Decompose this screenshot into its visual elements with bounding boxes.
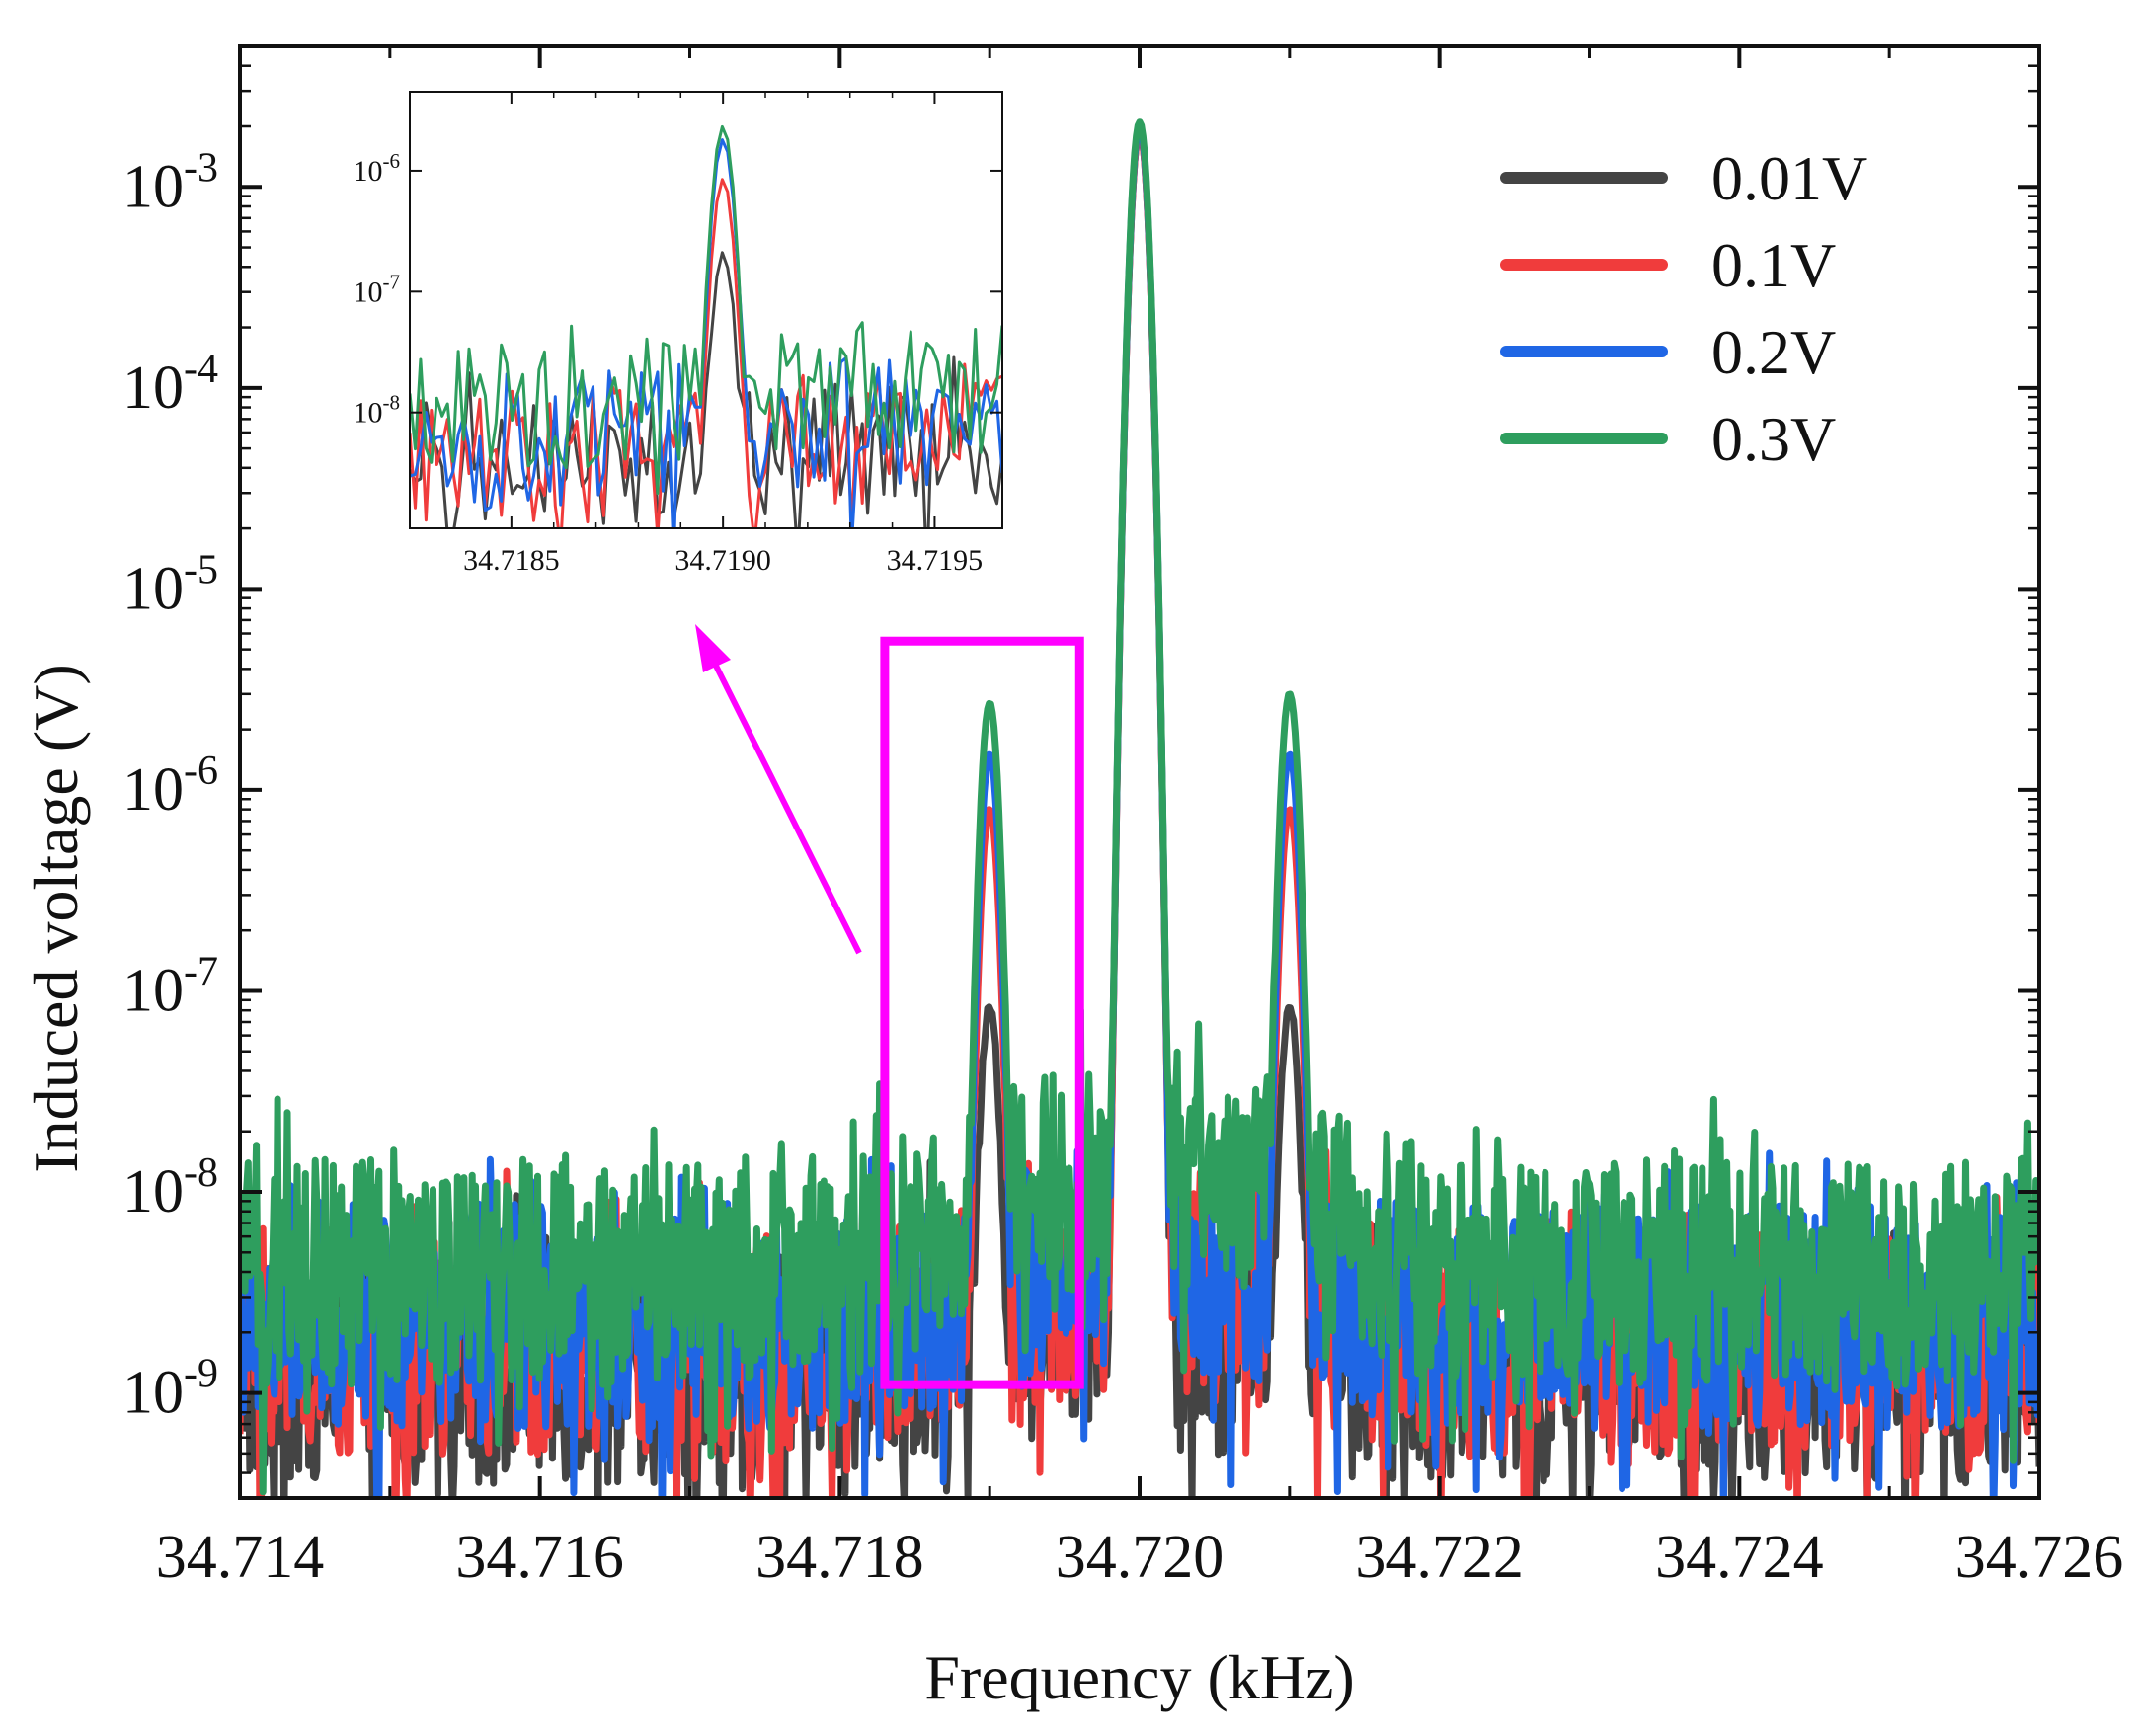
x-tick-label: 34.726 <box>1955 1524 2124 1591</box>
inset-y-tick-label: 10-6 <box>354 149 401 188</box>
legend-label: 0.2V <box>1711 317 1836 387</box>
y-tick-label: 10-5 <box>122 547 218 622</box>
x-tick-label: 34.722 <box>1355 1524 1524 1591</box>
series-line-0.3V <box>240 118 2039 1496</box>
highlight-arrow-line <box>706 650 862 955</box>
y-axis: 10-9 10-8 10-7 10-6 10-5 10-4 10-3 <box>122 44 2039 1500</box>
inset-y-tick-label: 10-8 <box>354 391 401 430</box>
legend: 0.01V 0.1V 0.2V 0.3V <box>1500 143 1867 474</box>
inset-y-axis: 10-8 10-7 10-6 <box>354 149 1002 430</box>
inset-y-tick-label: 10-7 <box>354 270 401 308</box>
y-tick-label: 10-6 <box>122 749 218 824</box>
y-tick-label: 10-9 <box>122 1352 218 1427</box>
inset-x-axis: 34.7185 34.7190 34.7195 <box>463 92 983 577</box>
inset-x-tick-label: 34.7190 <box>674 544 771 577</box>
inset-series-group <box>410 124 1002 528</box>
legend-label: 0.3V <box>1711 404 1836 474</box>
x-tick-label: 34.714 <box>156 1524 325 1591</box>
x-tick-label: 34.716 <box>455 1524 624 1591</box>
inset-x-tick-label: 34.7185 <box>463 544 560 577</box>
highlight-box <box>880 636 1084 1389</box>
inset-series-line-0.1V <box>410 178 1002 528</box>
x-axis-title: Frequency (kHz) <box>924 1642 1354 1712</box>
x-tick-label: 34.724 <box>1655 1524 1824 1591</box>
y-tick-label: 10-3 <box>122 145 218 220</box>
inset-frame <box>409 91 1003 529</box>
x-tick-label: 34.718 <box>755 1524 924 1591</box>
legend-label: 0.1V <box>1711 230 1836 300</box>
y-tick-label: 10-4 <box>122 347 218 422</box>
x-axis: 34.714 34.716 34.718 34.720 34.722 34.724 34.7… <box>156 46 2124 1591</box>
legend-label: 0.01V <box>1711 143 1867 213</box>
y-tick-label: 10-8 <box>122 1150 218 1225</box>
y-tick-label: 10-7 <box>122 949 218 1024</box>
inset-series-line-0.3V <box>410 124 1002 496</box>
main-series-group <box>240 118 2039 1498</box>
y-axis-title: Induced voltage (V) <box>21 664 91 1172</box>
highlight-arrowhead <box>695 624 731 672</box>
x-tick-label: 34.720 <box>1056 1524 1225 1591</box>
inset-x-tick-label: 34.7195 <box>887 544 984 577</box>
